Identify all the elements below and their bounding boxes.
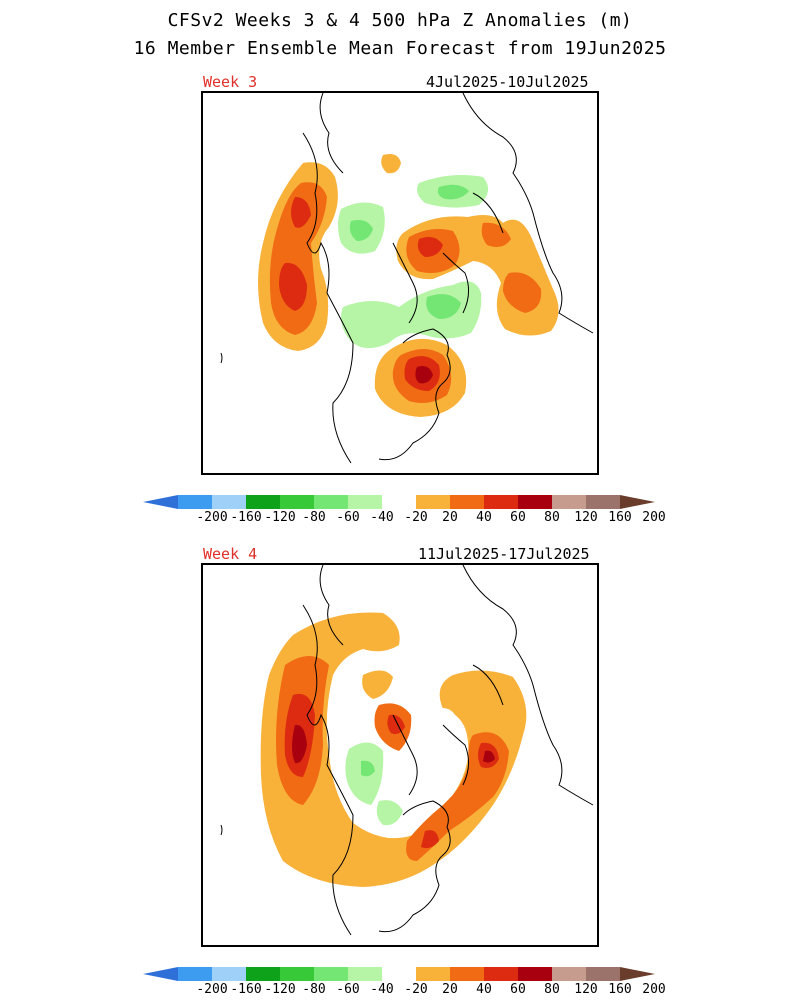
week3-anomaly-field	[220, 93, 594, 464]
colorbar-week3-tick-label: 120	[574, 510, 598, 525]
colorbar-week3-tick-label: -80	[302, 510, 326, 525]
colorbar-week4-tick-label: 120	[574, 982, 598, 997]
colorbar-week3-swatch	[212, 495, 246, 509]
colorbar-week4-labels: -200 -160 -120 -80 -60 -40 -20 20 40 60 80 120 160 20…	[0, 982, 800, 998]
colorbar-week4-tick-label: -200	[196, 982, 228, 997]
colorbar-week3-tick-label: -20	[404, 510, 428, 525]
colorbar-week3-swatch	[246, 495, 280, 509]
colorbar-week3-tick-label: -200	[196, 510, 228, 525]
colorbar-week3-swatch	[382, 495, 416, 509]
colorbar-week3-tick-label: 200	[642, 510, 666, 525]
colorbar-week3-tick-label: 20	[442, 510, 458, 525]
colorbar-week4-swatch	[178, 967, 212, 981]
colorbar-week3-swatch	[484, 495, 518, 509]
colorbar-week4-tick-label: -20	[404, 982, 428, 997]
colorbar-week4-swatch	[484, 967, 518, 981]
figure-subtitle: 16 Member Ensemble Mean Forecast from 19…	[133, 38, 667, 59]
colorbar-week4-tick-label: 160	[608, 982, 632, 997]
colorbar-week4-swatch	[314, 967, 348, 981]
colorbar-week4	[143, 967, 655, 981]
figure-title: CFSv2 Weeks 3 & 4 500 hPa Z Anomalies (m…	[167, 10, 633, 31]
colorbar-week3-tick-label: -120	[264, 510, 296, 525]
colorbar-week3-swatch	[552, 495, 586, 509]
colorbar-week3-tick-label: -60	[336, 510, 360, 525]
colorbar-week4-swatch	[348, 967, 382, 981]
colorbar-week3-tick-label: 40	[476, 510, 492, 525]
colorbar-week4-swatch	[586, 967, 620, 981]
colorbar-week3-arrow-left	[143, 495, 178, 509]
week3-map	[201, 91, 599, 475]
colorbar-week4-swatch	[382, 967, 416, 981]
week3-dates: 4Jul2025-10Jul2025	[426, 73, 589, 91]
colorbar-week4-swatch	[450, 967, 484, 981]
colorbar-week4-tick-label: 20	[442, 982, 458, 997]
colorbar-week4-swatch	[416, 967, 450, 981]
week4-anomaly-field	[220, 565, 594, 936]
colorbar-week4-swatch	[212, 967, 246, 981]
colorbar-week3-tick-label: 60	[510, 510, 526, 525]
colorbar-week3-tick-label: -40	[370, 510, 394, 525]
colorbar-week4-swatch	[246, 967, 280, 981]
week3-label: Week 3	[203, 73, 258, 91]
colorbar-week3-swatch	[178, 495, 212, 509]
colorbar-week4-tick-label: -160	[230, 982, 262, 997]
colorbar-week4-tick-label: 80	[544, 982, 560, 997]
colorbar-week3-swatch	[416, 495, 450, 509]
week4-label: Week 4	[203, 545, 258, 563]
colorbar-week4-arrow-left	[143, 967, 178, 981]
colorbar-week3	[143, 495, 655, 509]
colorbar-week3-labels: -200 -160 -120 -80 -60 -40 -20 20 40 60 80 120 160 20…	[0, 510, 800, 526]
colorbar-week3-tick-label: -160	[230, 510, 262, 525]
colorbar-week4-tick-label: -40	[370, 982, 394, 997]
week4-map	[201, 563, 599, 947]
colorbar-week4-tick-label: 60	[510, 982, 526, 997]
week4-dates: 11Jul2025-17Jul2025	[418, 545, 590, 563]
colorbar-week3-swatch	[280, 495, 314, 509]
colorbar-week3-tick-label: 80	[544, 510, 560, 525]
colorbar-week4-arrow-right	[620, 967, 655, 981]
colorbar-week3-swatch	[586, 495, 620, 509]
colorbar-week4-swatch	[518, 967, 552, 981]
colorbar-week4-swatch	[552, 967, 586, 981]
colorbar-week3-swatch	[518, 495, 552, 509]
colorbar-week4-tick-label: -60	[336, 982, 360, 997]
colorbar-week4-tick-label: -120	[264, 982, 296, 997]
colorbar-week3-swatch	[450, 495, 484, 509]
colorbar-week4-tick-label: 200	[642, 982, 666, 997]
colorbar-week4-tick-label: 40	[476, 982, 492, 997]
colorbar-week4-swatch	[280, 967, 314, 981]
colorbar-week4-tick-label: -80	[302, 982, 326, 997]
colorbar-week3-swatch	[348, 495, 382, 509]
colorbar-week3-tick-label: 160	[608, 510, 632, 525]
colorbar-week3-arrow-right	[620, 495, 655, 509]
colorbar-week3-swatch	[314, 495, 348, 509]
